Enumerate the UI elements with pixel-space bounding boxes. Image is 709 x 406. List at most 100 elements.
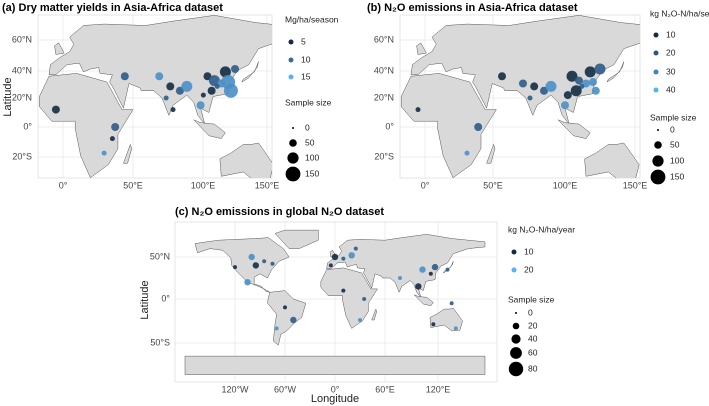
site-marker xyxy=(262,259,267,264)
x-tick-label: 120°W xyxy=(221,384,249,394)
legend-label: 0 xyxy=(528,307,533,317)
site-marker xyxy=(341,256,346,261)
site-marker xyxy=(362,297,367,301)
y-tick-label: 20°N xyxy=(374,92,394,102)
x-tick-label: 100°E xyxy=(191,180,216,190)
site-marker xyxy=(566,70,578,82)
legend-size-key xyxy=(650,169,666,185)
legend-title: Sample size xyxy=(650,112,697,122)
site-marker xyxy=(155,72,164,81)
legend-label: 50 xyxy=(305,137,315,147)
y-axis-label: Latitude xyxy=(2,77,14,116)
legend-color-key xyxy=(288,57,294,63)
site-marker xyxy=(101,150,107,156)
y-tick-label: 40°N xyxy=(12,65,32,75)
legend-label: 80 xyxy=(528,363,538,373)
site-marker xyxy=(353,246,358,251)
land xyxy=(410,15,640,125)
land xyxy=(267,290,307,346)
site-marker xyxy=(231,65,240,73)
legend-label: 40 xyxy=(528,333,538,343)
legend-title: Sample size xyxy=(508,294,555,304)
site-marker xyxy=(196,101,205,110)
site-marker xyxy=(207,86,216,95)
land xyxy=(54,42,65,55)
panel-title: (b) N₂O emissions in Asia-Africa dataset xyxy=(367,2,578,14)
site-marker xyxy=(519,79,527,88)
y-tick-label: 50°S xyxy=(150,337,170,347)
legend-label: 50 xyxy=(670,139,680,149)
site-marker xyxy=(214,83,220,89)
site-marker xyxy=(223,83,238,98)
legend-size-key xyxy=(287,152,299,164)
legend-size-key xyxy=(652,155,664,167)
site-marker xyxy=(331,253,339,261)
land xyxy=(416,42,427,55)
site-marker xyxy=(219,66,231,78)
legend-size-key xyxy=(515,312,517,314)
y-tick-label: 20°S xyxy=(12,151,32,161)
land xyxy=(606,61,625,83)
x-tick-label: 60°W xyxy=(274,384,297,394)
site-marker xyxy=(200,92,206,98)
legend-color-key xyxy=(288,39,294,45)
x-tick-label: 120°E xyxy=(426,384,451,394)
site-marker xyxy=(357,318,362,322)
legend-label: 60 xyxy=(528,347,538,357)
site-marker xyxy=(233,265,238,270)
site-marker xyxy=(445,267,450,272)
site-marker xyxy=(270,261,275,266)
y-tick-label: 50°N xyxy=(150,251,170,261)
land xyxy=(312,113,376,207)
legend-color-key xyxy=(511,267,517,273)
y-tick-label: 20°S xyxy=(374,151,394,161)
site-marker xyxy=(290,316,297,324)
site-marker xyxy=(589,78,597,87)
site-marker xyxy=(563,91,572,100)
land xyxy=(413,294,434,306)
legend-label: 20 xyxy=(524,264,534,274)
land xyxy=(584,142,640,178)
map xyxy=(312,15,640,207)
x-tick-label: 0° xyxy=(421,180,430,190)
y-tick-label: 40°N xyxy=(374,65,394,75)
land xyxy=(326,234,486,298)
site-marker xyxy=(575,76,583,85)
legend-color-key xyxy=(511,249,517,255)
site-marker xyxy=(545,80,557,92)
land xyxy=(219,142,272,178)
site-marker xyxy=(348,252,355,259)
site-marker xyxy=(397,276,402,280)
y-tick-label: 0° xyxy=(23,121,32,131)
site-marker xyxy=(530,82,539,91)
land xyxy=(486,143,496,164)
legend-label: 10 xyxy=(524,246,534,256)
site-marker xyxy=(248,253,255,261)
site-marker xyxy=(449,301,454,306)
legend-label: 15 xyxy=(301,71,311,81)
site-marker xyxy=(464,150,470,156)
x-tick-label: 60°E xyxy=(375,384,395,394)
site-marker xyxy=(181,80,193,92)
site-marker xyxy=(570,85,582,97)
legend-label: 10 xyxy=(301,54,311,64)
legend-color-key xyxy=(653,87,659,93)
map xyxy=(38,15,272,178)
y-tick-label: 0° xyxy=(161,293,170,303)
legend-label: 150 xyxy=(670,171,684,181)
legend-size-key xyxy=(654,141,662,149)
x-tick-label: 0° xyxy=(59,180,68,190)
site-marker xyxy=(274,326,279,331)
land xyxy=(123,143,132,164)
site-marker xyxy=(341,288,346,293)
land xyxy=(557,119,591,139)
legend-color-key xyxy=(653,32,659,38)
x-axis-label: Longitude xyxy=(311,393,359,405)
site-marker xyxy=(415,283,422,290)
map xyxy=(175,222,497,382)
legend-title: Mg/ha/season xyxy=(285,14,339,24)
site-marker xyxy=(111,123,120,131)
site-marker xyxy=(540,86,548,95)
site-marker xyxy=(431,263,439,271)
